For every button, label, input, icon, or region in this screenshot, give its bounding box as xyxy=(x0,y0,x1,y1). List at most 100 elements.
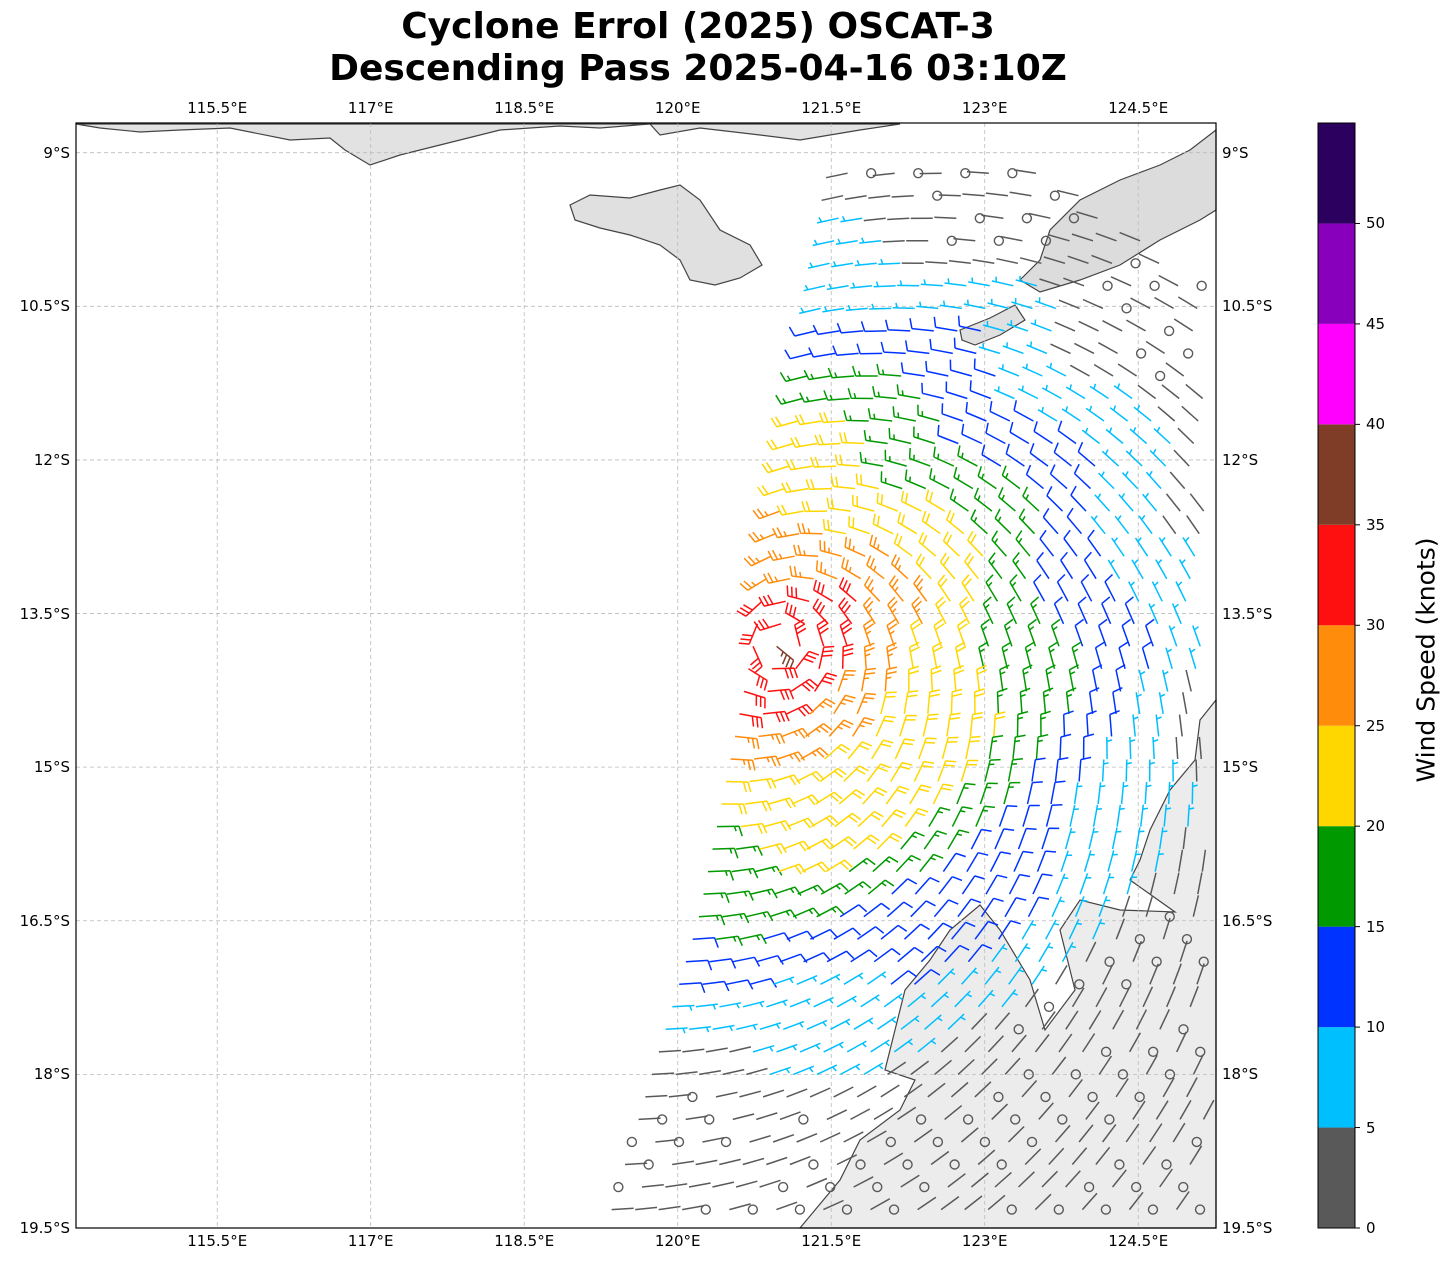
wind-barb xyxy=(1128,581,1140,602)
wind-barb xyxy=(762,572,791,584)
wind-barb xyxy=(1093,363,1114,377)
wind-barb xyxy=(964,1195,983,1211)
wind-barb xyxy=(1142,492,1158,512)
wind-barb xyxy=(1022,486,1040,512)
wind-barb xyxy=(838,577,857,602)
wind-barb xyxy=(870,1039,890,1053)
wind-barb xyxy=(1017,1171,1035,1188)
wind-barb xyxy=(1040,710,1051,737)
wind-barb xyxy=(1121,471,1139,490)
lon-tick-label-top: 124.5°E xyxy=(1108,99,1169,117)
wind-barb xyxy=(1028,212,1051,219)
wind-barb xyxy=(908,641,921,669)
wind-barb xyxy=(963,299,986,310)
wind-barb xyxy=(1169,471,1186,490)
wind-barb xyxy=(890,970,918,985)
wind-barb xyxy=(1007,1125,1025,1143)
wind-barb xyxy=(1012,734,1026,760)
wind-barb xyxy=(826,497,851,512)
wind-barb xyxy=(917,1037,937,1053)
colorbar-segment xyxy=(1318,1127,1355,1228)
wind-barb xyxy=(1131,559,1144,580)
wind-barb xyxy=(1132,1100,1146,1120)
wind-barb xyxy=(743,555,772,567)
wind-barb xyxy=(778,863,807,875)
wind-barb xyxy=(1074,896,1088,917)
wind-barb xyxy=(841,643,854,669)
wind-barb xyxy=(951,921,976,940)
wind-barb xyxy=(722,1068,745,1076)
wind-barb xyxy=(850,1108,871,1121)
wind-barb xyxy=(1043,256,1066,265)
colorbar-tick-label: 40 xyxy=(1366,415,1386,434)
wind-barb xyxy=(1085,405,1105,422)
land-sumba xyxy=(569,184,763,286)
wind-barb xyxy=(1158,274,1179,287)
wind-barb xyxy=(1065,1010,1079,1030)
wind-barb xyxy=(788,326,817,337)
wind-barb xyxy=(978,641,989,669)
wind-barb xyxy=(872,513,894,535)
wind-barb xyxy=(867,879,895,895)
wind-barb xyxy=(766,999,788,1008)
wind-barb xyxy=(933,618,945,647)
wind-barb xyxy=(869,303,892,310)
wind-barb xyxy=(1001,989,1018,1008)
wind-barb xyxy=(1145,470,1162,490)
wind-barb xyxy=(761,462,790,474)
wind-barb xyxy=(891,194,914,198)
wind-barb xyxy=(957,1058,975,1075)
wind-barb xyxy=(1185,669,1192,692)
wind-barb xyxy=(848,857,876,873)
wind-barb xyxy=(887,1061,907,1076)
wind-barb xyxy=(767,549,795,562)
wind-barb xyxy=(872,856,899,873)
wind-barb xyxy=(1030,319,1052,332)
wind-barb xyxy=(893,533,913,557)
lon-tick-label-top: 121.5°E xyxy=(801,99,862,117)
wind-barb xyxy=(897,1106,917,1121)
wind-barb xyxy=(787,817,816,829)
land-australia xyxy=(798,698,1217,1229)
wind-barb xyxy=(825,859,853,873)
wind-barb xyxy=(1104,573,1116,602)
wind-barb xyxy=(1025,464,1044,490)
land-masses xyxy=(75,123,1217,1229)
land-rote xyxy=(959,304,1026,346)
title-line-1: Cyclone Errol (2025) OSCAT-3 xyxy=(401,6,995,47)
wind-barb xyxy=(982,596,994,625)
wind-barb xyxy=(853,1017,874,1030)
wind-barb xyxy=(658,1049,681,1053)
wind-barb xyxy=(969,380,992,400)
wind-barb xyxy=(913,426,936,445)
wind-barb xyxy=(1058,299,1080,310)
wind-barb xyxy=(1068,918,1083,940)
wind-barb xyxy=(1161,384,1180,400)
wind-barb xyxy=(835,238,858,246)
wind-barb xyxy=(1092,918,1105,940)
wind-barb xyxy=(1077,441,1096,467)
wind-barb xyxy=(985,422,1006,445)
colorbar-tick-label: 50 xyxy=(1366,214,1386,233)
wind-barb xyxy=(1063,529,1078,557)
wind-barb xyxy=(1171,603,1182,625)
wind-barb xyxy=(1091,664,1103,692)
wind-barb xyxy=(1138,514,1153,535)
lat-tick-label-left: 13.5°S xyxy=(19,604,70,623)
lat-tick-label-right: 13.5°S xyxy=(1222,604,1273,623)
wind-barb xyxy=(1109,710,1120,737)
wind-barb xyxy=(823,1199,844,1211)
wind-barb xyxy=(938,194,961,197)
wind-barb xyxy=(1007,758,1024,782)
wind-barb xyxy=(1059,733,1072,760)
wind-barb xyxy=(866,763,891,782)
calm-wind-circle xyxy=(915,1114,927,1125)
wind-barb xyxy=(611,1207,634,1211)
calm-wind-circle xyxy=(1195,1046,1206,1058)
wind-barb xyxy=(1106,736,1113,760)
wind-barb xyxy=(803,369,831,381)
wind-barb xyxy=(1049,464,1068,490)
wind-barb xyxy=(897,946,924,963)
wind-barb xyxy=(812,239,835,247)
wind-barb xyxy=(988,552,1003,580)
